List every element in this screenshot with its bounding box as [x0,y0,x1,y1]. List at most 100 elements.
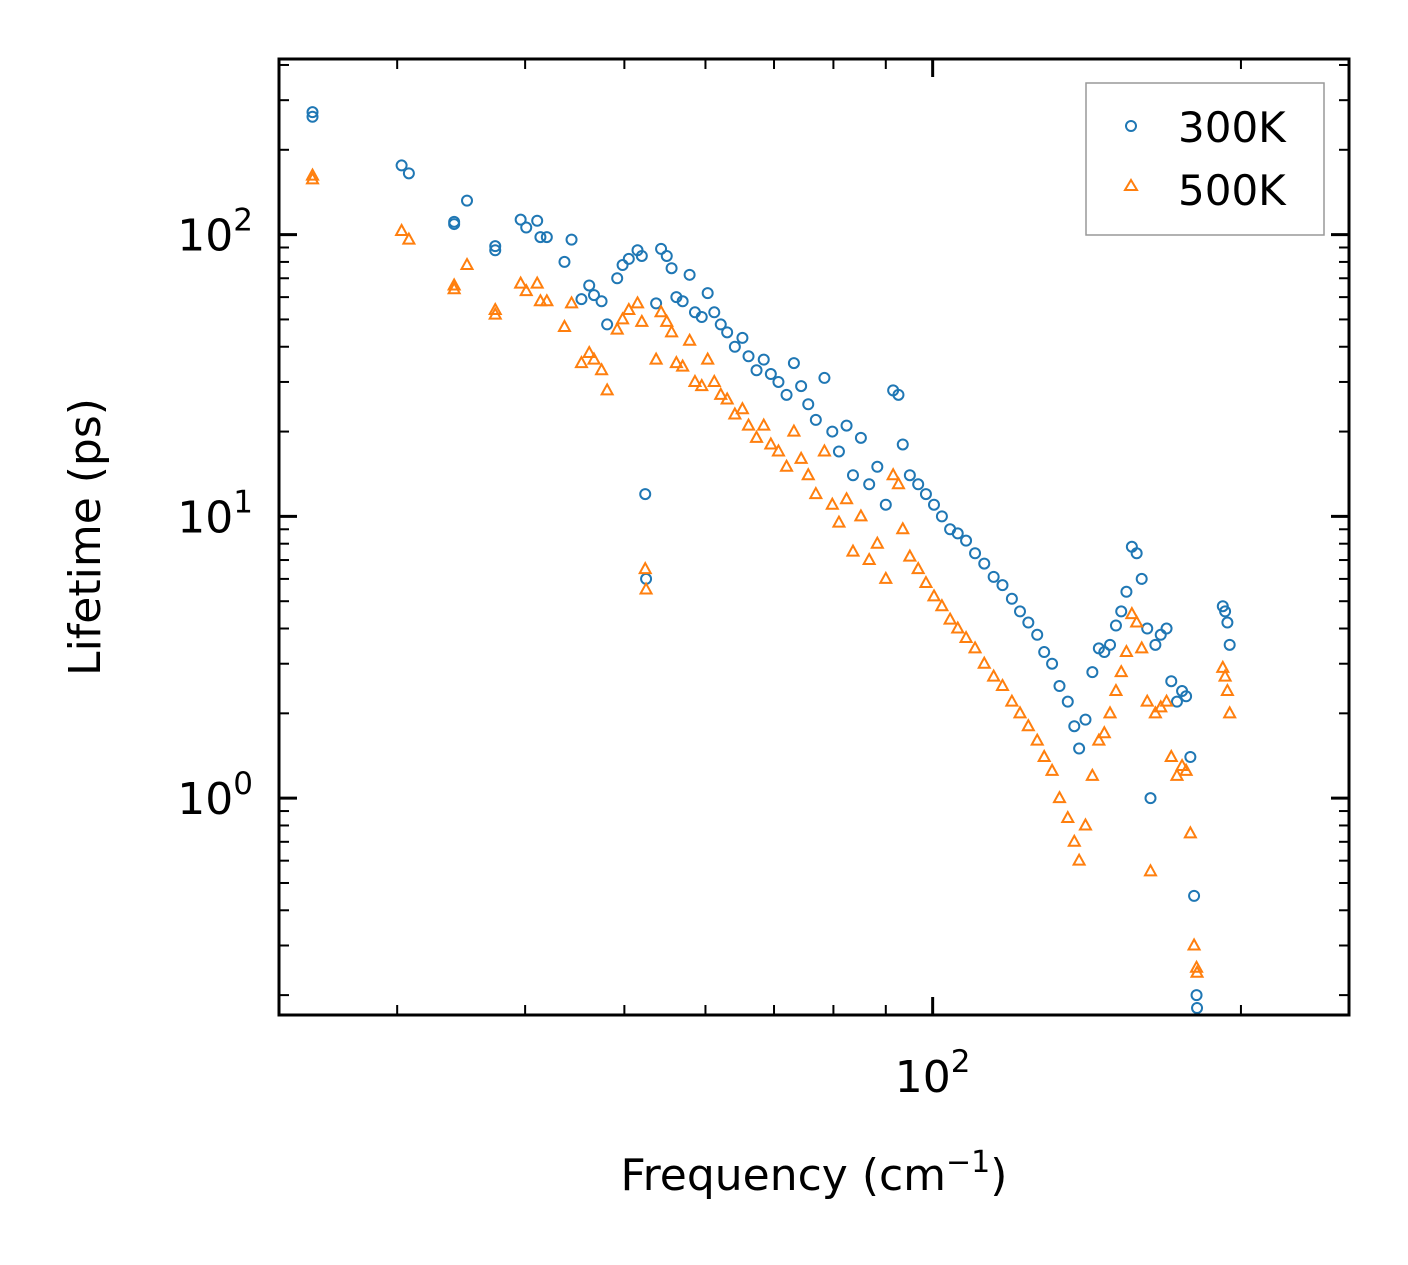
data-point-300k [660,249,673,262]
data-point-500k [1097,725,1112,739]
data-point-300k [448,218,461,231]
data-point-300k [540,231,553,244]
data-point-300k [520,221,533,234]
data-point-300k [611,272,624,285]
data-point-300k [583,279,596,292]
data-point-300k [1188,889,1201,902]
data-point-300k [1046,657,1059,670]
data-point-500k [1159,693,1174,707]
data-point-300k [595,295,608,308]
x-axis-label: Frequency (cm−1) [621,1145,1008,1201]
data-point-500k [530,275,545,289]
data-point-500k [1044,762,1060,776]
data-point-500k [1067,833,1082,847]
data-point-500k [1124,606,1140,620]
data-point-500k [586,351,602,365]
data-point-500k [1114,664,1129,678]
data-point-500k [707,373,722,387]
data-point-300k [655,242,668,255]
data-point-300k [616,259,629,272]
data-point-300k [728,340,741,353]
data-point-500k [1129,614,1144,628]
data-point-500k [675,358,690,372]
data-point-500k [1215,659,1230,673]
data-point-500k [488,301,503,316]
data-point-500k [786,423,802,437]
data-point-500k [808,486,824,500]
y-tick-label: 100 [177,766,253,825]
data-point-500k [513,275,528,289]
data-point-500k [574,355,589,369]
data-point-500k [995,677,1010,692]
data-point-500k [700,351,715,365]
data-point-300k [896,438,909,451]
data-point-500k [763,436,779,450]
data-point-300k [695,311,708,324]
data-point-500k [664,324,679,338]
data-point-500k [687,373,703,387]
data-point-300k [1190,989,1203,1002]
data-point-300k [764,368,777,381]
data-point-300k [787,357,800,370]
data-point-500k [401,231,417,245]
data-point-300k [721,326,734,339]
data-point-500k [621,301,636,316]
data-point-500k [853,508,869,522]
data-point-300k [489,240,502,253]
data-point-500k [1060,809,1075,824]
data-point-500k [779,458,794,472]
data-point-500k [977,655,992,669]
data-point-300k [575,293,588,306]
data-point-300k [708,306,721,319]
data-point-300k [1144,792,1157,805]
data-point-300k [832,445,845,458]
data-point-300k [395,159,408,172]
series-500k [305,167,1237,978]
data-point-500k [885,467,901,481]
data-point-500k [861,551,877,566]
data-point-500k [713,386,728,400]
data-point-300k [903,469,916,482]
legend: 300K 500K [1085,82,1325,236]
data-point-500k [446,281,462,295]
data-point-500k [878,570,893,584]
data-point-300k [987,570,1000,583]
data-point-300k [565,233,578,246]
data-point-300k [1180,690,1193,703]
data-point-300k [969,547,982,560]
data-point-500k [682,332,697,346]
data-point-300k [1184,750,1197,763]
data-point-500k [839,491,854,505]
data-point-500k [564,295,579,309]
data-point-500k [719,391,735,405]
data-point-500k [986,668,1001,682]
data-point-500k [1004,693,1020,707]
data-point-300k [461,194,474,207]
data-point-500k [1078,817,1093,831]
data-point-500k [771,443,786,457]
data-point-500k [694,378,709,392]
data-point-300k [1079,713,1092,726]
data-point-300k [1014,605,1027,618]
data-point-500k [895,521,910,535]
data-point-300k [714,318,727,331]
data-point-300k [1061,695,1074,708]
data-point-500k [638,581,654,595]
data-point-500k [669,355,684,369]
data-point-300k [978,557,991,570]
data-point-500k [1071,852,1087,866]
data-point-300k [892,388,905,401]
data-point-300k [635,249,648,262]
data-point-500k [1183,825,1198,839]
data-point-300k [1160,622,1173,635]
data-point-300k [1104,638,1117,651]
data-point-500k [653,304,669,318]
legend-label-300k: 300K [1178,103,1287,152]
x-tick-label: 102 [895,1044,971,1103]
data-point-500k [1186,937,1202,951]
legend-marker-300k [1125,120,1137,132]
data-point-300k [489,244,502,257]
data-point-300k [534,231,547,244]
data-point-300k [588,289,601,302]
